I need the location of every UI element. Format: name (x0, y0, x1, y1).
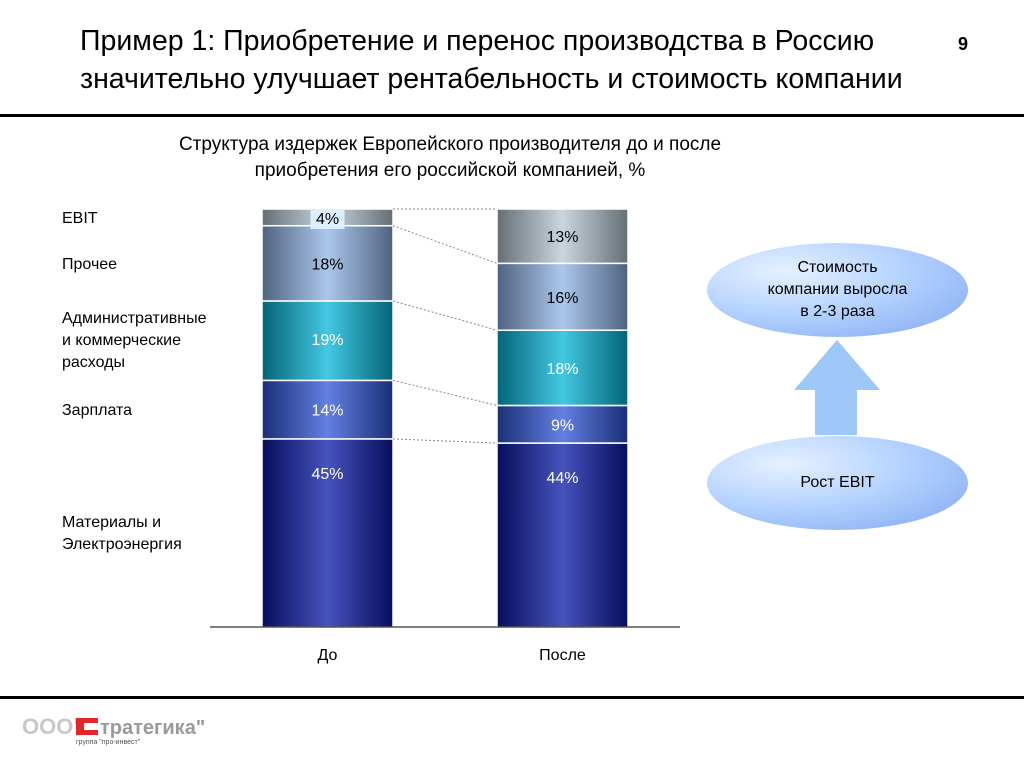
title-line-1: Пример 1: Приобретение и перенос произво… (80, 25, 875, 57)
callout-text: Рост EBIT (800, 474, 875, 491)
connector-line (392, 438, 498, 444)
company-value-callout: Стоимость компании выросла в 2-3 раза (707, 243, 968, 337)
chart-title: Структура издержек Европейского производ… (100, 132, 800, 184)
connector-line (392, 225, 498, 264)
svg-text:тратегика": тратегика" (100, 717, 205, 739)
bar-segment (496, 404, 629, 444)
chart-title-line-2: приобретения его российской компанией, % (254, 160, 646, 181)
x-tick-label: После (539, 647, 586, 664)
bar-segment (261, 300, 394, 382)
series-label: Прочее (62, 254, 117, 276)
up-arrow-icon (794, 340, 880, 435)
x-tick-label: До (318, 647, 338, 664)
data-label: 18% (546, 361, 578, 378)
connector-line (392, 300, 498, 331)
callout-line: Стоимость (797, 259, 878, 276)
data-label: 19% (311, 332, 343, 349)
page-number: 9 (958, 34, 969, 54)
data-label: 9% (551, 417, 574, 434)
series-label: EBIT (62, 208, 98, 230)
ebit-growth-callout: Рост EBIT (707, 436, 968, 530)
callout-line: в 2-3 раза (800, 303, 875, 320)
data-label: 45% (311, 466, 343, 483)
data-label: 16% (546, 290, 578, 307)
connector-line (392, 379, 498, 406)
series-label-line: Прочее (62, 256, 118, 273)
company-logo: ООО" тратегика" группа "про-инвест" (22, 712, 232, 753)
series-label: Административные и коммерческие расходы (62, 308, 207, 374)
series-label-line: Материалы и (62, 514, 162, 531)
svg-text:группа "про-инвест": группа "про-инвест" (76, 739, 141, 746)
stacked-bar-chart: 45% 14% 19% 18% 4% До 44% 9% 18% 16% 13% После (210, 208, 680, 664)
data-label: 13% (546, 229, 578, 246)
series-label: Зарплата (62, 400, 132, 422)
footer-divider (0, 696, 1024, 699)
header-divider (0, 114, 1024, 117)
title-line-2: значительно улучшает рентабельность и ст… (80, 63, 903, 95)
series-label-line: и коммерческие (62, 332, 181, 349)
bar-segment (496, 329, 629, 407)
series-label: Материалы и Электроэнергия (62, 512, 182, 556)
slide-title: Пример 1: Приобретение и перенос произво… (80, 22, 940, 98)
strategika-logo: ООО" тратегика" группа "про-инвест" (22, 714, 205, 746)
data-label: 14% (311, 403, 343, 420)
series-label-line: Электроэнергия (62, 536, 182, 553)
data-label-bg (310, 209, 345, 229)
data-label: 18% (311, 256, 343, 273)
callout-line: компании выросла (767, 281, 908, 298)
bar-segment (496, 208, 629, 265)
data-label: 4% (316, 211, 339, 228)
series-label-line: Зарплата (62, 402, 133, 419)
series-label-line: расходы (62, 354, 125, 371)
svg-text:ООО": ООО" (22, 714, 84, 739)
series-label-line: Административные (62, 310, 207, 327)
chart-title-line-1: Структура издержек Европейского производ… (178, 134, 722, 155)
bar-segment (496, 262, 629, 331)
bar-segment (261, 438, 394, 628)
data-label: 44% (546, 470, 578, 487)
bar-segment (496, 442, 629, 628)
series-label-line: EBIT (62, 210, 98, 227)
bar-segment (261, 224, 394, 302)
